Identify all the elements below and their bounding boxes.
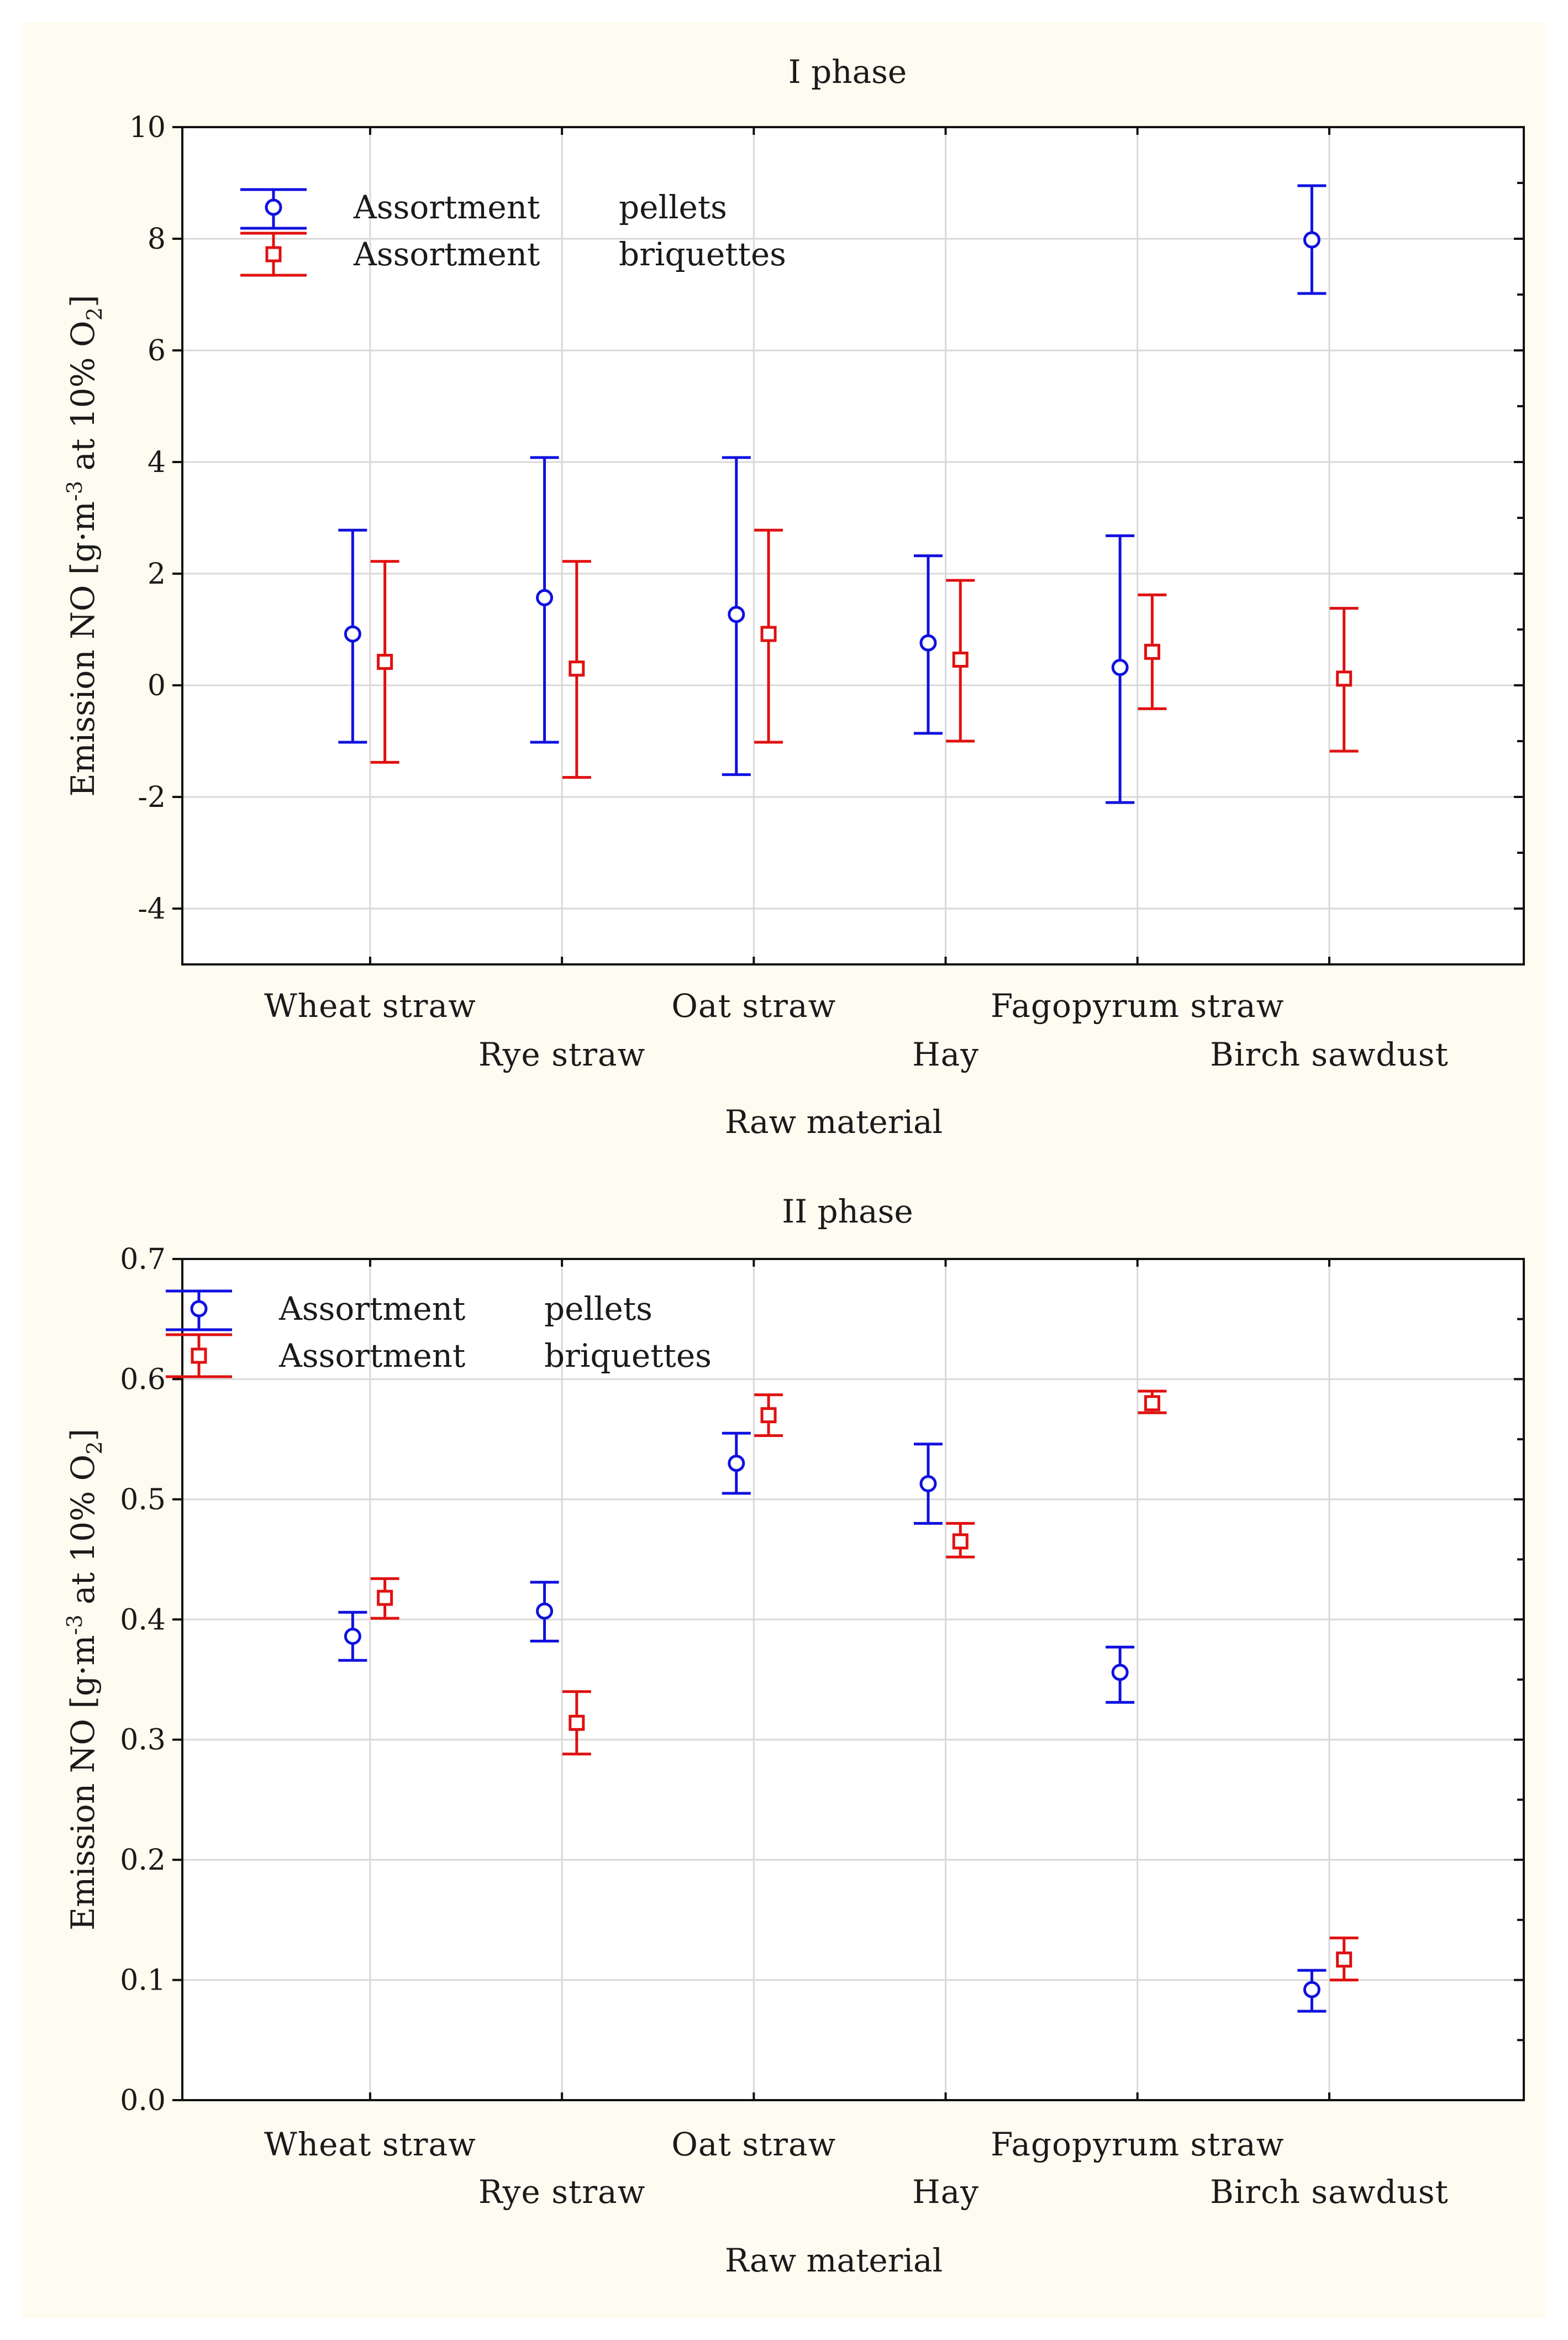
data-point-pellets — [1111, 1664, 1129, 1681]
y-tick-label: 0 — [148, 669, 166, 702]
data-point-pellets — [536, 589, 554, 606]
y-axis: 0.7 0.6 0.5 0.4 0.3 0.2 0.1 0.0 — [120, 1243, 1524, 2117]
data-point-briquettes — [569, 660, 585, 677]
data-point-pellets — [536, 1602, 554, 1620]
y-tick-label: 6 — [148, 334, 166, 368]
x-category-label: Rye straw — [478, 2173, 645, 2211]
x-axis-label: Raw material — [725, 2242, 943, 2279]
y-label-mid: at 10% O — [64, 321, 102, 481]
x-category-label: Oat straw — [671, 2126, 836, 2163]
y-tick-label: 0.3 — [120, 1724, 166, 1757]
y-label-end: ] — [64, 1429, 102, 1441]
x-category-label: Wheat straw — [264, 2126, 476, 2163]
y-label-sup: -3 — [62, 481, 87, 501]
data-point-pellets — [344, 1628, 361, 1645]
legend-marker-circle — [190, 1300, 208, 1318]
y-label-sup: -3 — [62, 1614, 87, 1635]
x-category-label: Fagopyrum straw — [991, 987, 1284, 1025]
plot-area — [182, 1259, 1524, 2100]
data-point-pellets — [919, 634, 937, 652]
x-category-label: Fagopyrum straw — [991, 2126, 1284, 2163]
legend-marker-circle — [265, 198, 282, 216]
chart-title: I phase — [788, 53, 907, 91]
y-tick-label: 0.0 — [120, 2084, 166, 2117]
x-category-label: Wheat straw — [264, 987, 476, 1025]
legend-value: briquettes — [619, 235, 786, 273]
y-axis-label: Emission NO [g·m-3 at 10% O2] — [62, 1429, 107, 1930]
y-label-sub: 2 — [82, 307, 107, 321]
legend: Assortment pellets Assortment briquettes — [240, 188, 786, 277]
data-point-briquettes — [952, 652, 969, 668]
data-point-briquettes — [760, 1407, 777, 1424]
x-axis-label: Raw material — [725, 1103, 943, 1141]
y-tick-label: -2 — [138, 781, 166, 814]
y-tick-label: 2 — [148, 558, 166, 591]
grid-lines — [182, 1259, 1524, 2100]
legend-label: Assortment — [353, 235, 540, 273]
series-pellets — [338, 184, 1327, 804]
chart-2: II phase 0.7 0.6 0.5 0.4 0.3 0.2 0.1 0.0 Wheat st… — [62, 1193, 1525, 2279]
plot-area — [182, 127, 1524, 964]
legend-marker-square — [265, 246, 282, 263]
data-point-briquettes — [377, 654, 393, 670]
plot-frame — [181, 126, 1525, 966]
legend-marker-square — [191, 1347, 207, 1364]
chart-title: II phase — [782, 1193, 913, 1230]
y-axis-label: Emission NO [g·m-3 at 10% O2] — [62, 295, 107, 796]
series-briquettes — [370, 1389, 1359, 1982]
data-point-briquettes — [1336, 670, 1353, 687]
series-pellets — [338, 1431, 1327, 2013]
y-label-end: ] — [64, 295, 102, 307]
data-point-pellets — [919, 1475, 937, 1493]
data-point-briquettes — [377, 1589, 393, 1606]
data-point-pellets — [728, 1455, 745, 1472]
legend-label: Assortment — [278, 1337, 465, 1374]
data-point-briquettes — [952, 1533, 969, 1550]
data-point-briquettes — [1336, 1951, 1353, 1968]
legend-label: Assortment — [278, 1290, 465, 1328]
data-point-briquettes — [1144, 643, 1160, 660]
y-label-main: Emission NO [g·m — [64, 501, 102, 797]
data-point-pellets — [1303, 1981, 1320, 1998]
y-tick-label: 4 — [148, 446, 166, 479]
series-briquettes — [370, 528, 1359, 779]
legend-value: pellets — [619, 188, 727, 226]
x-category-label: Rye straw — [478, 1036, 645, 1073]
y-tick-label: 0.5 — [120, 1483, 166, 1517]
data-point-briquettes — [760, 626, 777, 642]
y-tick-label: 8 — [148, 223, 166, 256]
y-tick-label: 0.7 — [120, 1243, 166, 1276]
x-category-label: Birch sawdust — [1210, 2173, 1449, 2211]
x-category-label: Birch sawdust — [1210, 1036, 1449, 1073]
y-tick-label: 0.2 — [120, 1844, 166, 1877]
data-point-pellets — [344, 625, 361, 643]
legend: Assortment pellets Assortment briquettes — [166, 1289, 712, 1378]
y-label-main: Emission NO [g·m — [64, 1635, 102, 1930]
data-point-briquettes — [1144, 1395, 1160, 1412]
figure-panel: I phase 10 8 6 4 2 0 -2 -4 Wheat straw Rye straw Oa… — [22, 22, 1546, 2318]
data-point-briquettes — [569, 1714, 585, 1731]
legend-value: pellets — [544, 1290, 653, 1328]
y-label-mid: at 10% O — [64, 1455, 102, 1615]
y-axis: 10 8 6 4 2 0 -2 -4 — [129, 111, 1524, 964]
data-point-pellets — [1303, 231, 1320, 249]
y-tick-label: -4 — [138, 893, 166, 926]
x-category-label: Hay — [912, 1036, 979, 1073]
legend-value: briquettes — [544, 1337, 712, 1374]
y-tick-label: 0.6 — [120, 1363, 166, 1396]
x-category-label: Hay — [912, 2173, 979, 2211]
data-point-pellets — [1111, 659, 1129, 676]
y-tick-label: 0.1 — [120, 1964, 166, 1997]
y-label-sub: 2 — [82, 1441, 107, 1455]
grid-lines — [182, 127, 1524, 964]
x-category-label: Oat straw — [671, 987, 836, 1025]
data-point-pellets — [728, 606, 745, 623]
y-tick-label: 10 — [129, 111, 166, 144]
legend-label: Assortment — [353, 188, 540, 226]
y-tick-label: 0.4 — [120, 1603, 166, 1636]
